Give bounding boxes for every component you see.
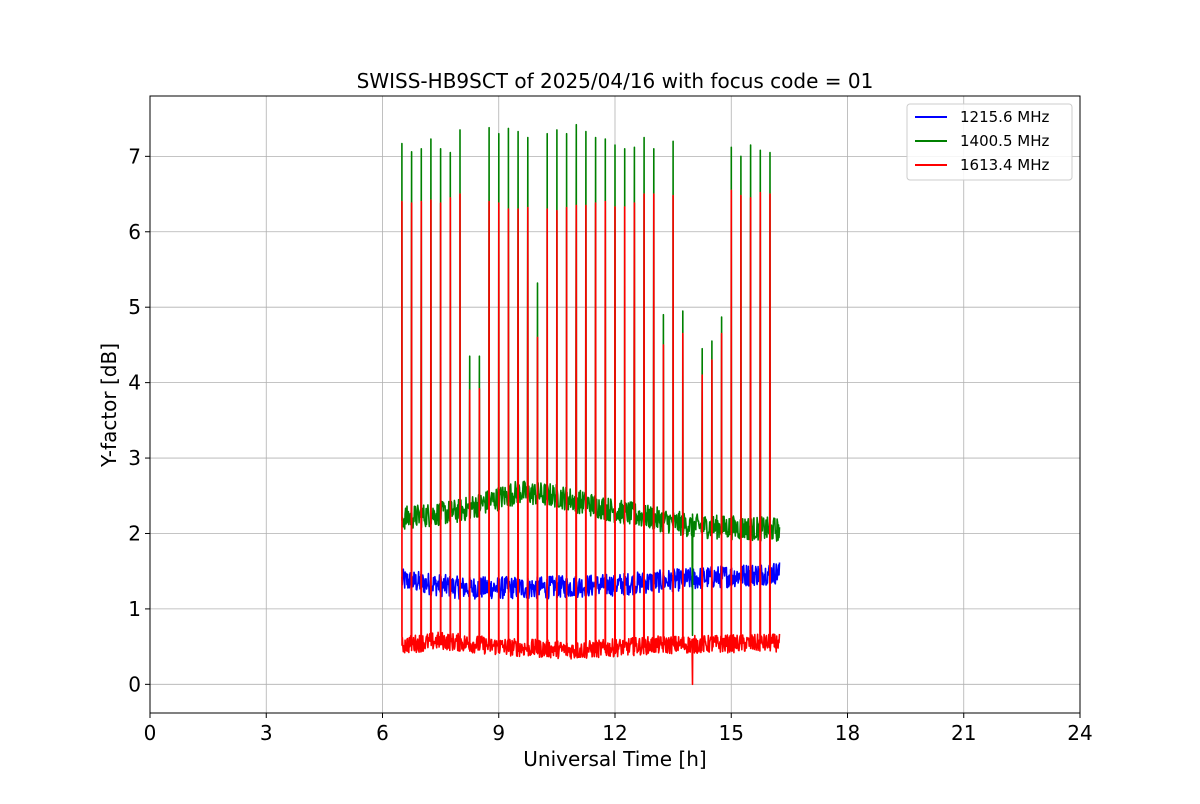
legend-label-1613: 1613.4 MHz bbox=[960, 156, 1049, 174]
x-tick-label: 0 bbox=[144, 721, 157, 745]
y-tick-label: 2 bbox=[128, 521, 141, 545]
x-tick-label: 3 bbox=[260, 721, 273, 745]
y-tick-label: 6 bbox=[128, 220, 141, 244]
x-tick-label: 18 bbox=[835, 721, 860, 745]
y-axis-ticks: 0 1 2 3 4 5 6 7 bbox=[128, 144, 150, 696]
x-tick-label: 15 bbox=[719, 721, 744, 745]
legend-label-1215: 1215.6 MHz bbox=[960, 108, 1049, 126]
y-axis-label: Y-factor [dB] bbox=[97, 343, 121, 468]
y-tick-label: 7 bbox=[128, 144, 141, 168]
series-line-1400 bbox=[401, 123, 781, 637]
legend-label-1400: 1400.5 MHz bbox=[960, 132, 1049, 150]
series-line-1613 bbox=[401, 189, 781, 686]
x-axis-ticks: 0 3 6 9 12 15 18 21 24 bbox=[144, 713, 1093, 745]
y-tick-label: 4 bbox=[128, 371, 141, 395]
x-tick-label: 9 bbox=[492, 721, 505, 745]
x-tick-label: 6 bbox=[376, 721, 389, 745]
x-tick-label: 24 bbox=[1067, 721, 1092, 745]
y-tick-label: 1 bbox=[128, 597, 141, 621]
y-tick-label: 0 bbox=[128, 672, 141, 696]
y-tick-label: 3 bbox=[128, 446, 141, 470]
legend: 1215.6 MHz 1400.5 MHz 1613.4 MHz bbox=[906, 103, 1073, 181]
x-tick-label: 21 bbox=[951, 721, 976, 745]
x-tick-label: 12 bbox=[602, 721, 627, 745]
legend-box bbox=[906, 103, 1073, 181]
plot-series bbox=[401, 123, 781, 686]
y-tick-label: 5 bbox=[128, 295, 141, 319]
chart-title: SWISS-HB9SCT of 2025/04/16 with focus co… bbox=[357, 69, 874, 93]
series-line-1215 bbox=[401, 562, 781, 600]
x-axis-label: Universal Time [h] bbox=[523, 747, 706, 771]
